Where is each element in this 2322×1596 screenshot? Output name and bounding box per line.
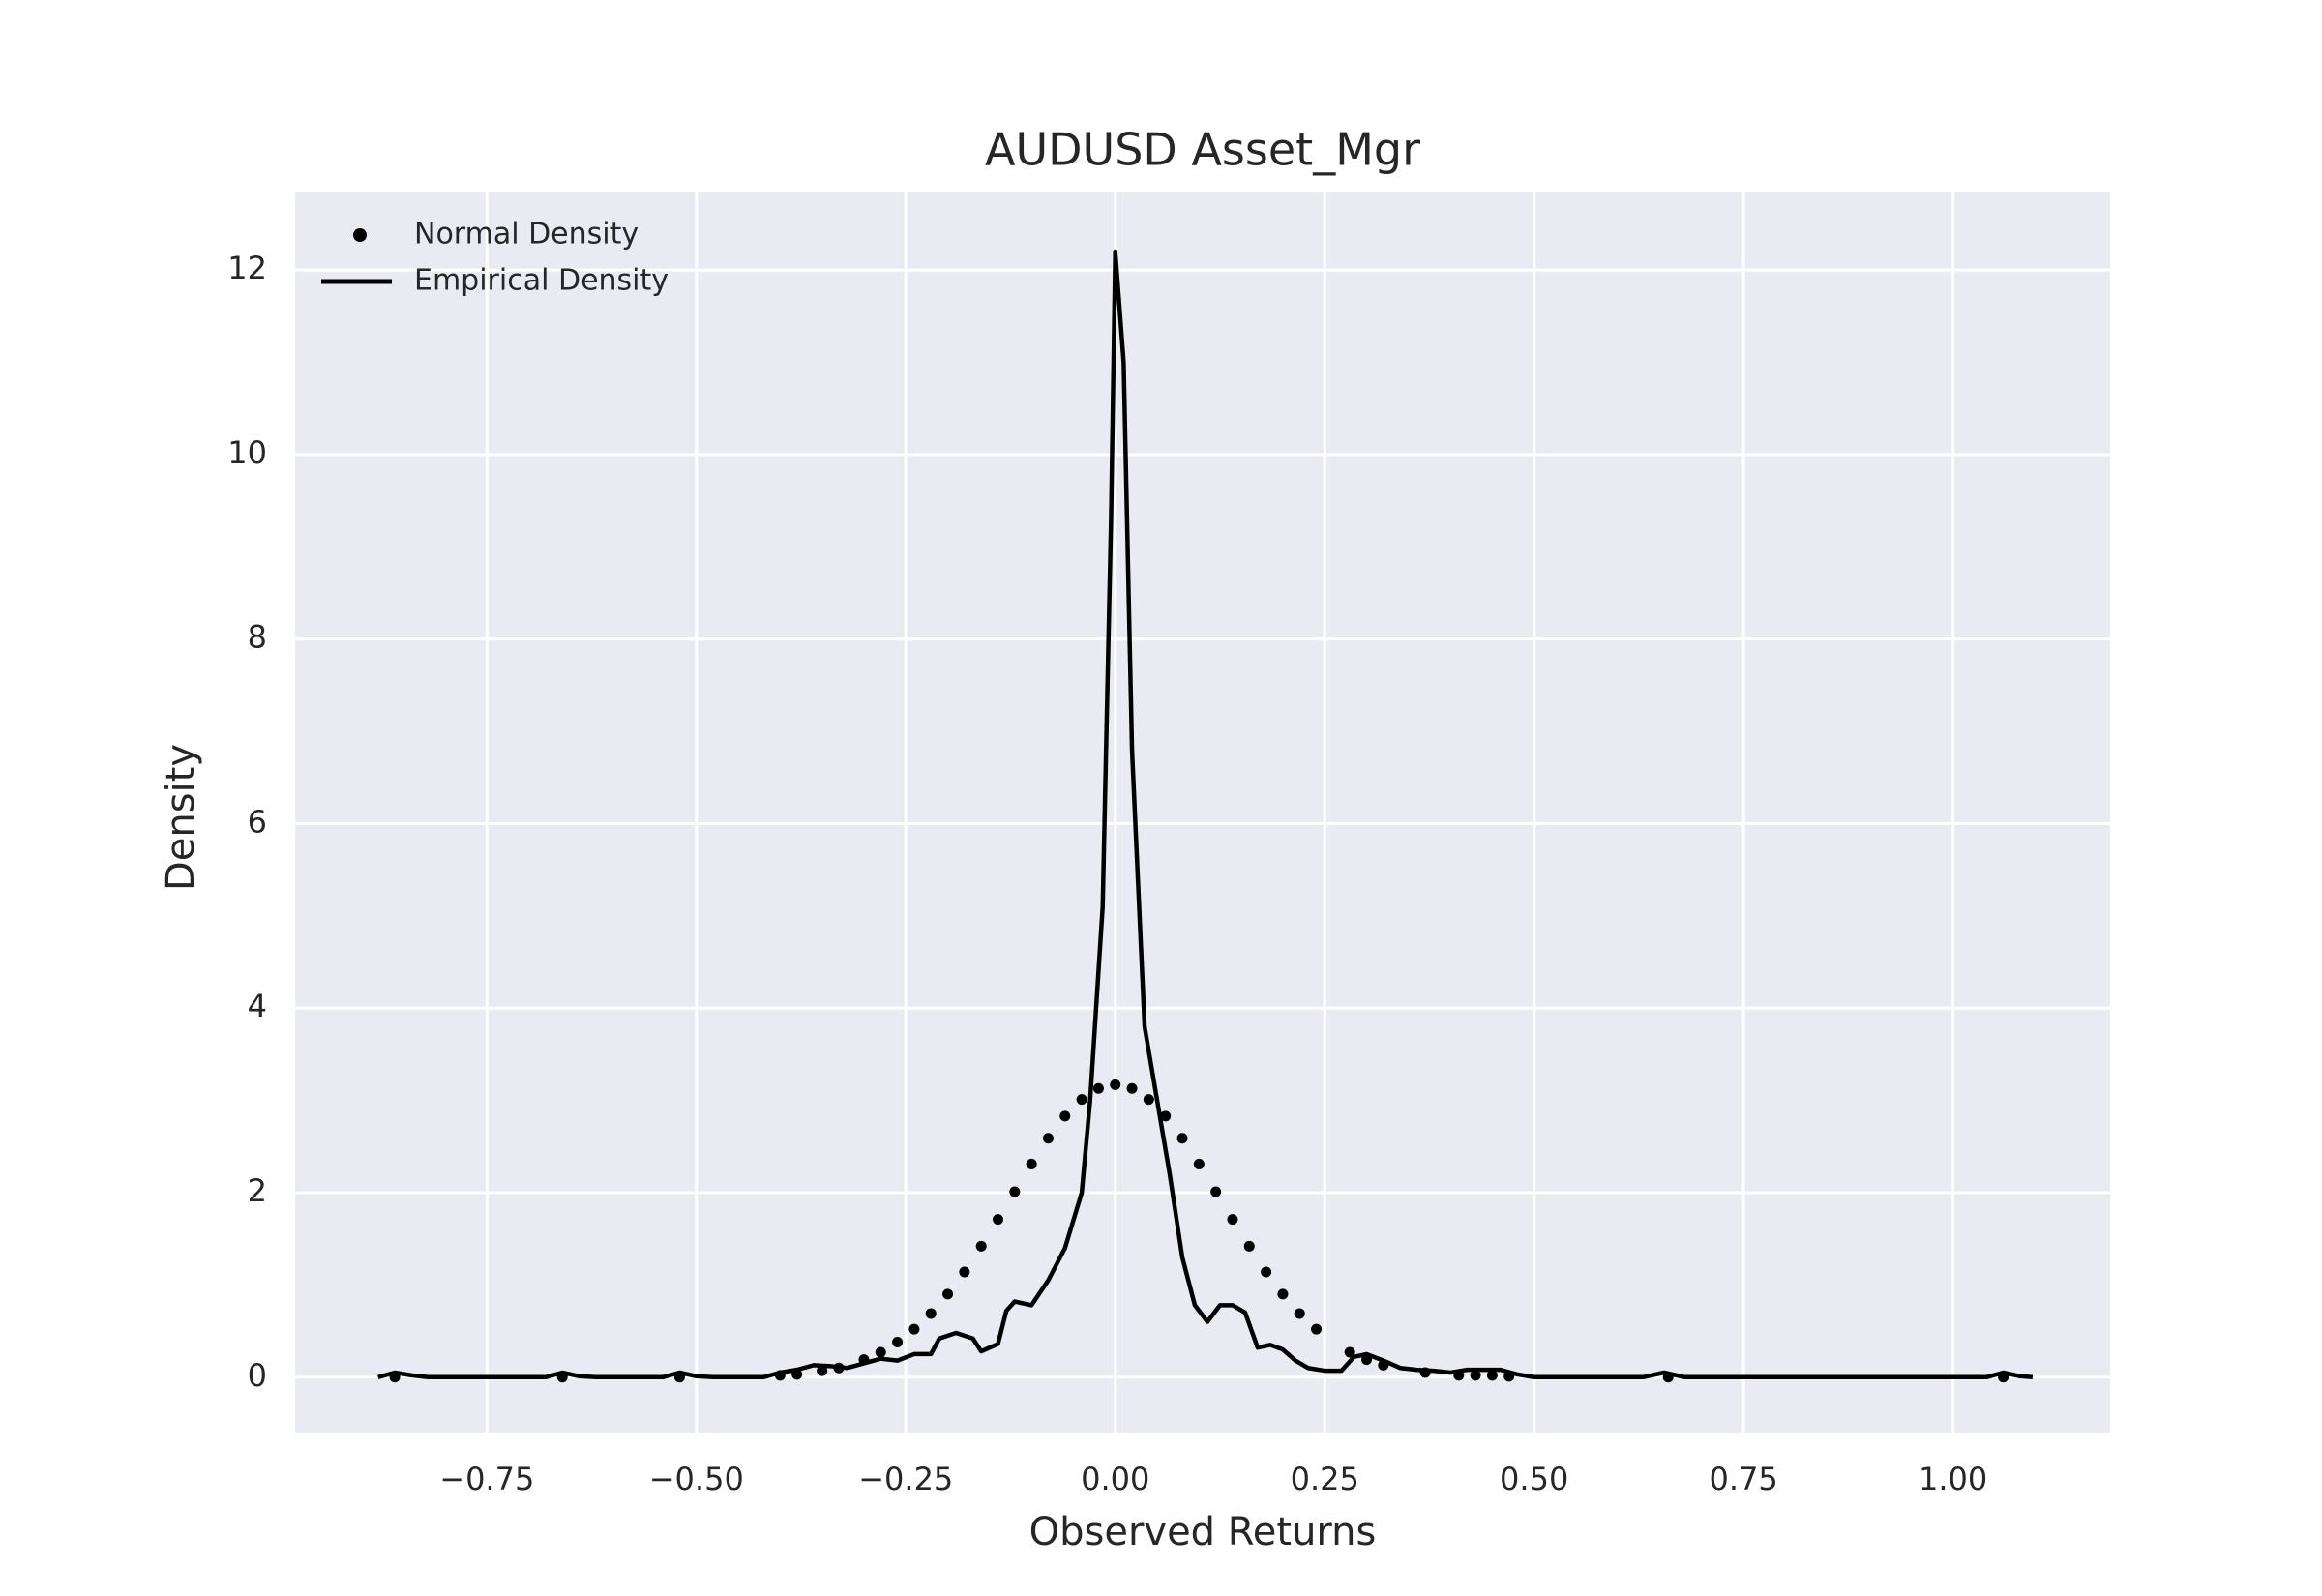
data-point — [1059, 1110, 1071, 1122]
x-tick-label: 0.75 — [1710, 1461, 1778, 1497]
x-tick-label: 0.00 — [1081, 1461, 1149, 1497]
y-tick-label: 8 — [248, 619, 267, 656]
data-point — [1160, 1110, 1172, 1122]
data-point — [1110, 1079, 1121, 1090]
data-point — [1092, 1082, 1104, 1094]
legend-label: Empirical Density — [414, 264, 669, 298]
x-tick-label: 1.00 — [1919, 1461, 1987, 1497]
data-point — [1227, 1214, 1238, 1226]
legend-marker — [353, 228, 367, 242]
data-point — [1176, 1133, 1188, 1144]
data-point — [1009, 1186, 1021, 1197]
y-tick-label: 10 — [227, 434, 267, 471]
data-point — [975, 1240, 987, 1252]
x-tick-label: −0.50 — [649, 1461, 744, 1497]
data-point — [892, 1337, 904, 1348]
data-point — [1143, 1094, 1154, 1106]
data-point — [908, 1323, 920, 1335]
y-tick-label: 12 — [227, 250, 267, 286]
data-point — [1042, 1133, 1054, 1144]
data-point — [925, 1308, 937, 1319]
y-tick-label: 0 — [248, 1357, 267, 1394]
y-tick-label: 4 — [248, 988, 267, 1024]
density-line — [377, 249, 2034, 1380]
data-point — [1294, 1308, 1305, 1319]
data-point — [1243, 1240, 1255, 1252]
plot-area — [295, 192, 2110, 1433]
marks — [377, 249, 2034, 1383]
data-point — [1277, 1288, 1289, 1300]
y-axis-label: Density — [159, 744, 203, 891]
y-tick-label: 6 — [248, 803, 267, 840]
data-point — [1486, 1370, 1498, 1381]
data-point — [993, 1214, 1004, 1226]
data-point — [942, 1288, 954, 1300]
data-point — [1126, 1082, 1138, 1094]
data-point — [1344, 1346, 1355, 1358]
legend: Normal Density Empirical Density — [321, 218, 669, 298]
y-tick-label: 2 — [248, 1172, 267, 1209]
data-point — [1026, 1158, 1037, 1169]
data-point — [1470, 1370, 1481, 1381]
x-tick-label: 0.25 — [1291, 1461, 1359, 1497]
chart-title: AUDUSD Asset_Mgr — [985, 124, 1420, 176]
data-point — [1210, 1186, 1222, 1197]
grid — [295, 192, 2110, 1433]
data-point — [817, 1365, 828, 1376]
x-axis-label: Observed Returns — [1029, 1510, 1377, 1554]
x-tick-label: −0.25 — [858, 1461, 953, 1497]
legend-label: Normal Density — [414, 218, 639, 251]
data-point — [1076, 1094, 1087, 1106]
data-point — [1193, 1158, 1205, 1169]
x-tick-label: −0.75 — [439, 1461, 534, 1497]
x-tick-label: 0.50 — [1500, 1461, 1568, 1497]
data-point — [959, 1266, 970, 1278]
data-point — [875, 1346, 886, 1358]
data-point — [1261, 1266, 1272, 1278]
data-point — [1311, 1323, 1323, 1335]
